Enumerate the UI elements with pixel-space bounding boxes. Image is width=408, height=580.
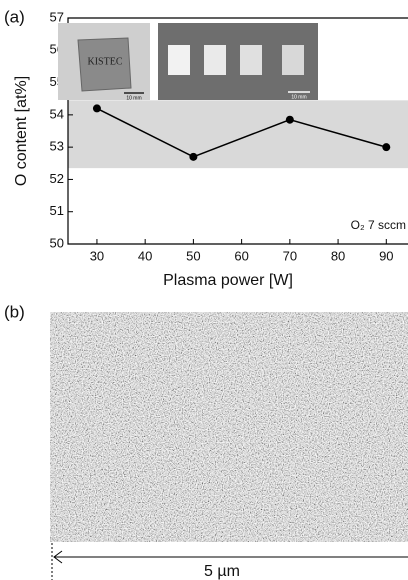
inset-photo: KISTEC 10 mm — [58, 23, 150, 101]
x-tick-label: 40 — [138, 248, 152, 263]
axes-frame — [67, 17, 408, 245]
x-tick-label: 50 — [186, 248, 200, 263]
marker — [382, 143, 391, 152]
y-axis-label: O content [at%] — [13, 76, 30, 186]
x-tick-label: 30 — [90, 248, 104, 263]
y-tick-label: 53 — [50, 139, 64, 154]
scale-label: 10 mm — [126, 95, 141, 101]
marker — [285, 115, 294, 124]
scale-label: 10 mm — [291, 94, 306, 100]
panel-label: (b) — [4, 302, 25, 321]
inset-photo: 10 mm — [158, 23, 318, 100]
band — [68, 100, 408, 169]
x-tick-label: 60 — [234, 248, 248, 263]
annotation: O₂ 7 sccm — [351, 218, 406, 232]
x-tick-label: 70 — [283, 248, 297, 263]
x-axis-label: Plasma power [W] — [163, 272, 293, 289]
y-tick-label: 50 — [50, 235, 64, 250]
inset-text: KISTEC — [88, 56, 123, 67]
y-tick-label: 57 — [50, 9, 64, 24]
scale-label: 5 µm — [204, 563, 240, 580]
line — [96, 107, 387, 158]
x-tick-label: 90 — [379, 248, 393, 263]
sem-image — [50, 312, 408, 542]
y-tick-label: 52 — [50, 171, 64, 186]
marker — [92, 104, 101, 113]
marker — [189, 152, 198, 161]
x-tick-label: 80 — [331, 248, 345, 263]
y-tick-label: 51 — [50, 203, 64, 218]
y-tick-label: 54 — [50, 106, 64, 121]
panel-label: (a) — [4, 7, 25, 26]
scale-arrow — [53, 550, 63, 564]
